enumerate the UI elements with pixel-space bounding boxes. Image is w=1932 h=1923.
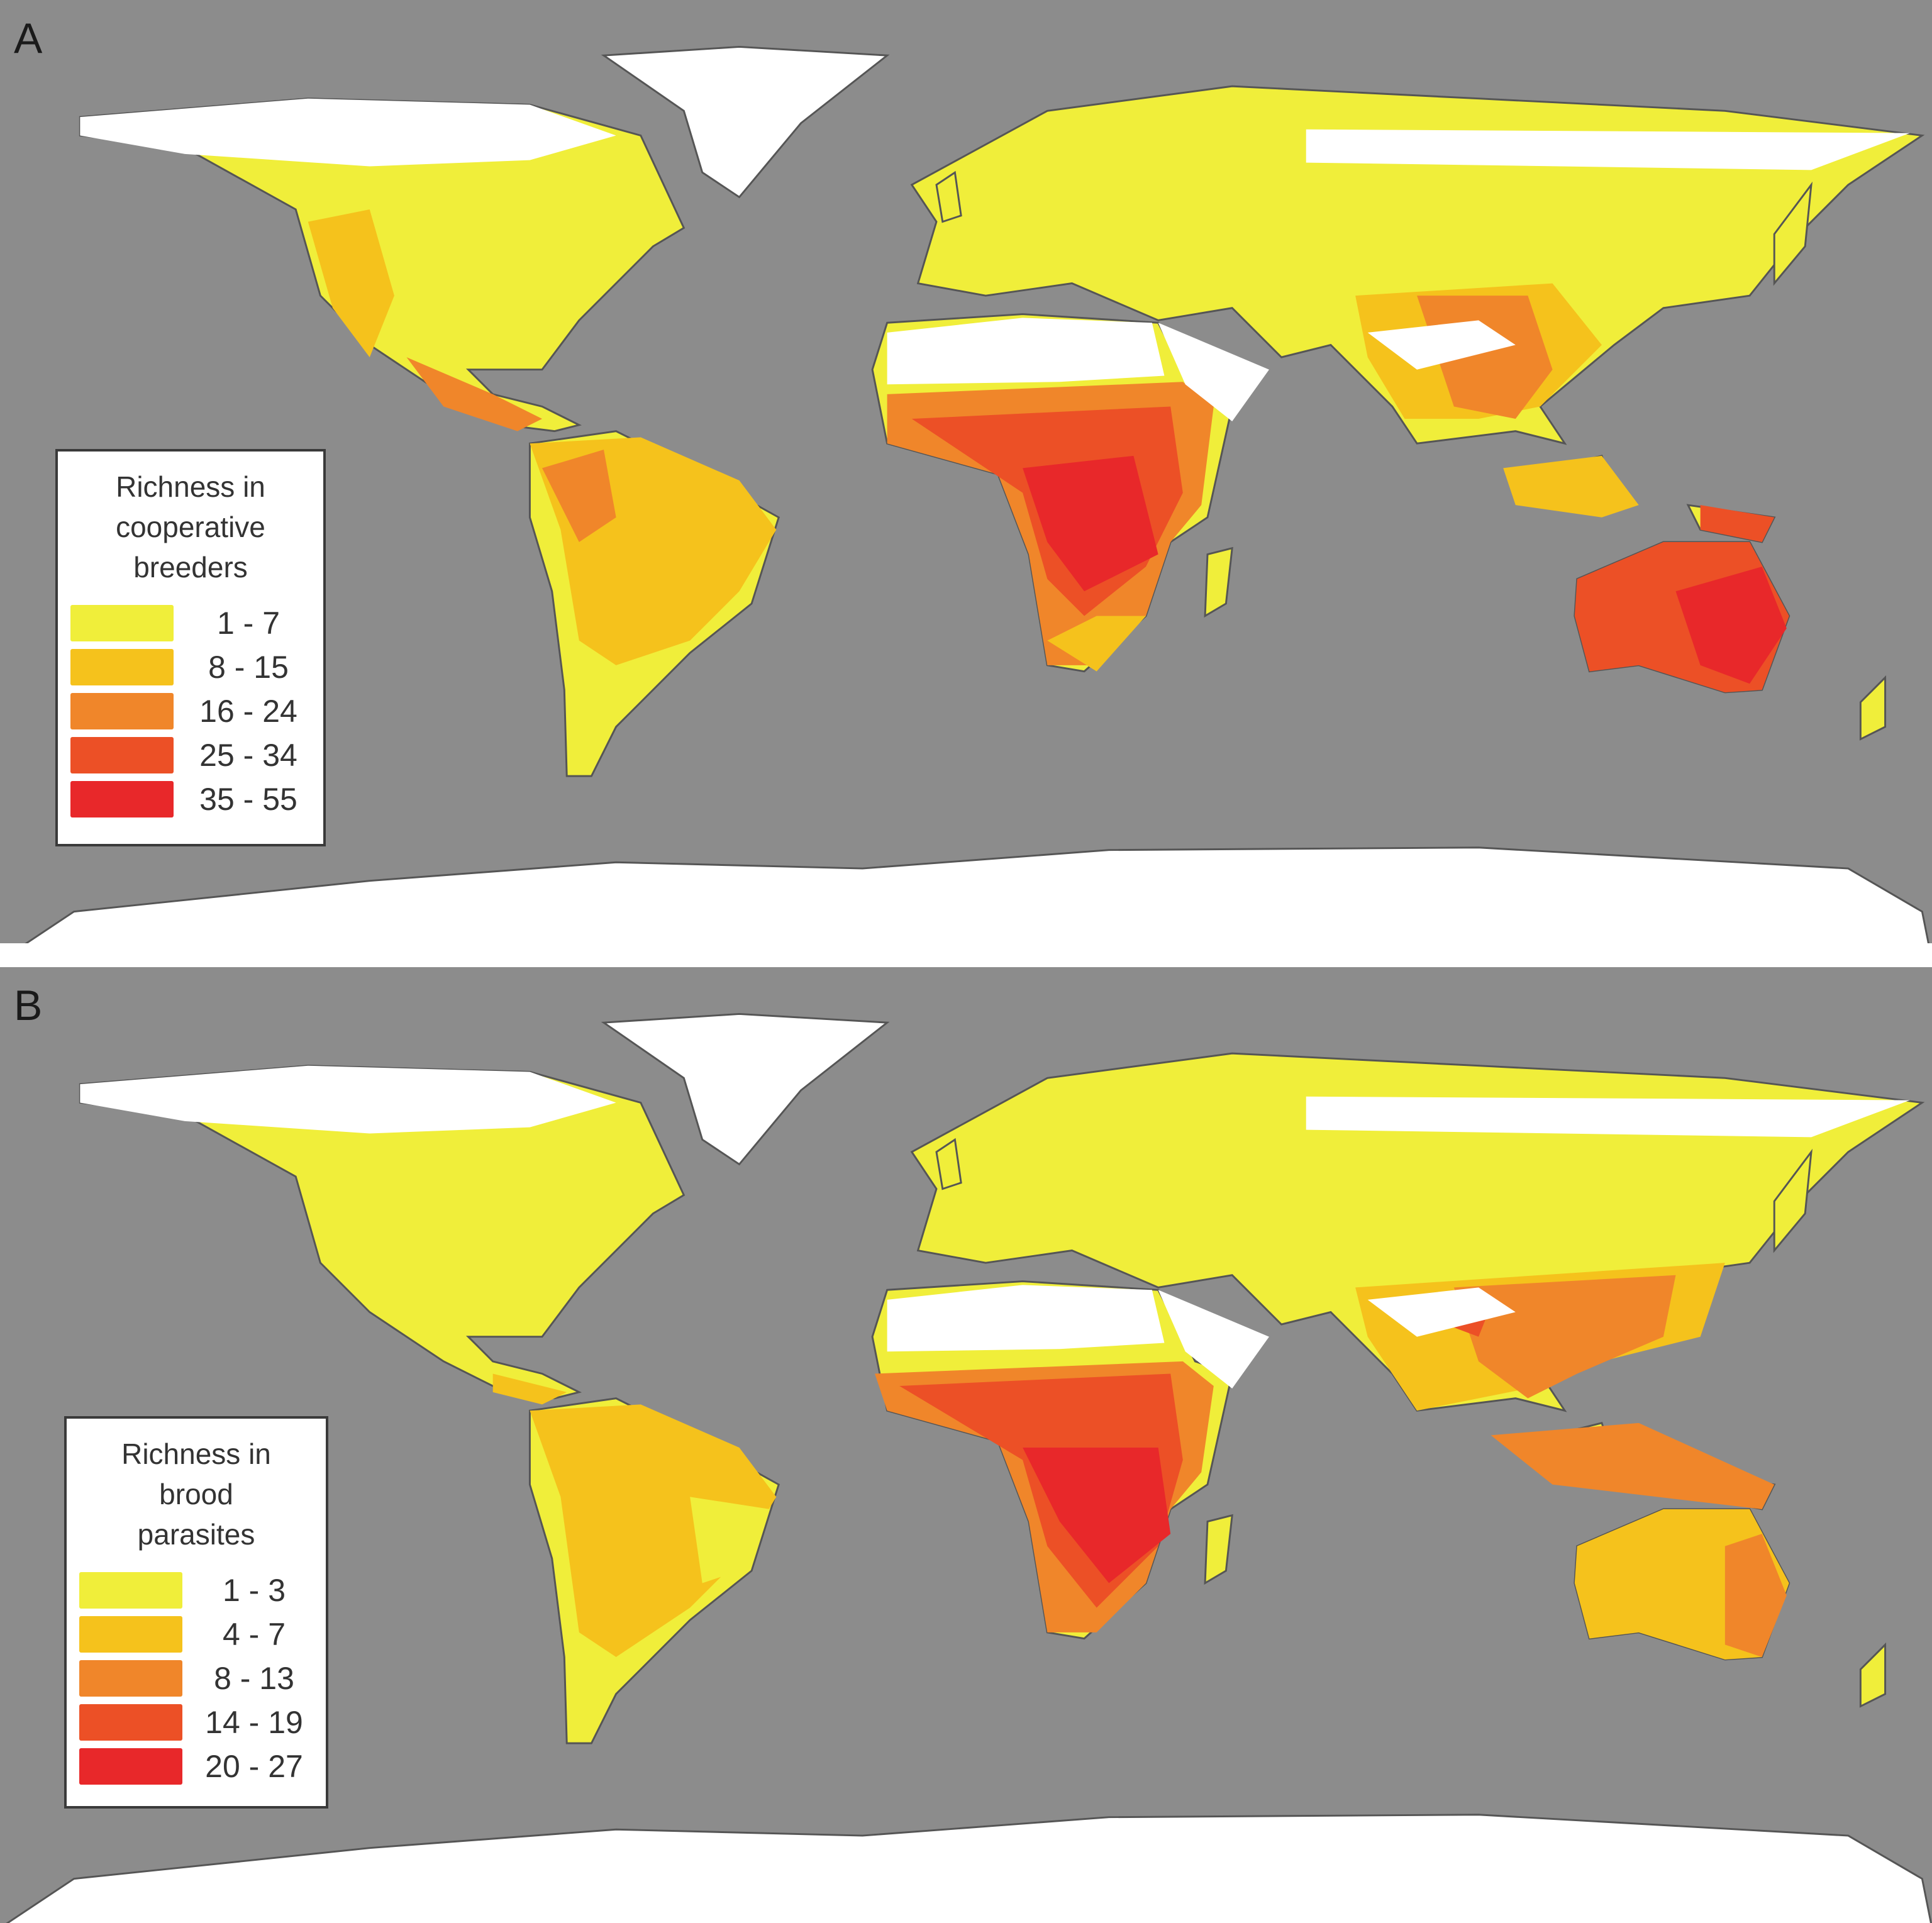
legend-swatch bbox=[79, 1660, 182, 1697]
no-data-region-arcticNA bbox=[80, 98, 616, 167]
landmass-greenland bbox=[601, 45, 890, 199]
richness-region-1 bbox=[530, 1404, 777, 1658]
legend-item: 4 - 7 bbox=[79, 1612, 313, 1656]
legend-swatch bbox=[70, 693, 174, 729]
legend-swatch bbox=[70, 737, 174, 773]
panel-label: B bbox=[14, 982, 43, 1029]
no-data-region-tibet bbox=[1367, 320, 1516, 370]
legend-swatch bbox=[79, 1572, 182, 1609]
richness-region-2 bbox=[542, 450, 616, 542]
legend-item: 1 - 7 bbox=[70, 601, 311, 645]
richness-region-4 bbox=[1023, 455, 1158, 592]
legend-swatch bbox=[70, 605, 174, 641]
legend: Richness in brood parasites 1 - 3 4 - 7 8 … bbox=[64, 1416, 328, 1809]
legend-label: 8 - 13 bbox=[214, 1661, 294, 1696]
landmass-antarctica bbox=[25, 846, 1929, 943]
landmass-nz bbox=[1859, 1642, 1887, 1708]
map-panel-b: B Richness in brood parasites 1 - 3 4 - 7… bbox=[0, 967, 1932, 1923]
panel-label: A bbox=[14, 14, 43, 62]
legend-title: Richness in brood parasites bbox=[79, 1434, 313, 1554]
landmass-uk bbox=[935, 170, 962, 223]
richness-region-2 bbox=[1491, 1422, 1775, 1509]
richness-region-4 bbox=[1675, 567, 1787, 684]
legend-item: 20 - 27 bbox=[79, 1744, 313, 1788]
legend-item: 25 - 34 bbox=[70, 733, 311, 777]
world-map-a bbox=[25, 45, 1929, 943]
richness-region-1 bbox=[1503, 455, 1639, 518]
legend-swatch bbox=[70, 649, 174, 685]
legend-label: 8 - 15 bbox=[208, 650, 289, 685]
legend-item: 14 - 19 bbox=[79, 1700, 313, 1744]
richness-region-2 bbox=[1453, 1275, 1676, 1399]
no-data-region-arabia bbox=[1158, 323, 1269, 421]
richness-region-2 bbox=[406, 357, 543, 431]
no-data-region-arcticNA bbox=[80, 1065, 616, 1134]
no-data-region-siberia bbox=[1306, 1096, 1910, 1138]
legend-label: 4 - 7 bbox=[222, 1617, 286, 1652]
legend-label: 35 - 55 bbox=[199, 782, 297, 817]
legend-title-line: parasites bbox=[137, 1518, 255, 1551]
legend-item: 16 - 24 bbox=[70, 689, 311, 733]
legend-item: 8 - 13 bbox=[79, 1656, 313, 1700]
legend: Richness in cooperative breeders 1 - 7 8 … bbox=[55, 449, 326, 846]
no-data-region-siberia bbox=[1306, 129, 1910, 170]
no-data-region-sahara bbox=[887, 1285, 1165, 1352]
legend-title-line: brood bbox=[159, 1478, 233, 1510]
legend-swatch bbox=[70, 781, 174, 817]
legend-swatch bbox=[79, 1748, 182, 1785]
legend-label: 25 - 34 bbox=[199, 738, 297, 773]
legend-item: 1 - 3 bbox=[79, 1568, 313, 1612]
landmass-eurasia bbox=[910, 1052, 1925, 1412]
world-map-b bbox=[6, 1012, 1932, 1923]
landmass-madagascar bbox=[1204, 1514, 1233, 1585]
landmass-uk bbox=[935, 1138, 962, 1190]
legend-label: 1 - 7 bbox=[216, 606, 280, 641]
landmass-nz bbox=[1859, 675, 1887, 741]
legend-item: 35 - 55 bbox=[70, 777, 311, 821]
legend-item: 8 - 15 bbox=[70, 645, 311, 689]
landmass-greenland bbox=[601, 1012, 890, 1166]
map-panel-a: A Richness in cooperative breeders 1 - 7… bbox=[0, 0, 1932, 943]
richness-region-2 bbox=[1724, 1534, 1787, 1658]
legend-label: 20 - 27 bbox=[205, 1749, 303, 1784]
richness-region-1 bbox=[492, 1373, 567, 1405]
landmass-japan bbox=[1773, 181, 1813, 286]
landmass-namerica bbox=[79, 1065, 686, 1400]
legend-swatch bbox=[79, 1616, 182, 1653]
richness-region-1 bbox=[308, 209, 394, 358]
legend-label: 14 - 19 bbox=[205, 1705, 303, 1740]
richness-region-4 bbox=[1023, 1448, 1171, 1583]
landmass-eurasia bbox=[910, 85, 1925, 445]
legend-title: Richness in cooperative breeders bbox=[70, 467, 311, 587]
no-data-region-arabia bbox=[1158, 1290, 1269, 1388]
landmass-antarctica bbox=[6, 1814, 1932, 1923]
legend-label: 1 - 3 bbox=[222, 1573, 286, 1608]
richness-region-3 bbox=[1700, 505, 1775, 542]
legend-title-line: breeders bbox=[133, 551, 248, 584]
no-data-region-sahara bbox=[887, 318, 1165, 385]
legend-title-line: Richness in bbox=[121, 1438, 271, 1470]
no-data-region-tibet bbox=[1367, 1287, 1516, 1337]
legend-swatch bbox=[79, 1704, 182, 1741]
landmass-japan bbox=[1773, 1148, 1813, 1253]
legend-title-line: cooperative bbox=[116, 511, 265, 543]
richness-region-0 bbox=[690, 1497, 770, 1583]
landmass-madagascar bbox=[1204, 546, 1233, 618]
legend-label: 16 - 24 bbox=[199, 694, 297, 729]
richness-region-1 bbox=[1047, 616, 1146, 672]
legend-title-line: Richness in bbox=[116, 470, 265, 503]
